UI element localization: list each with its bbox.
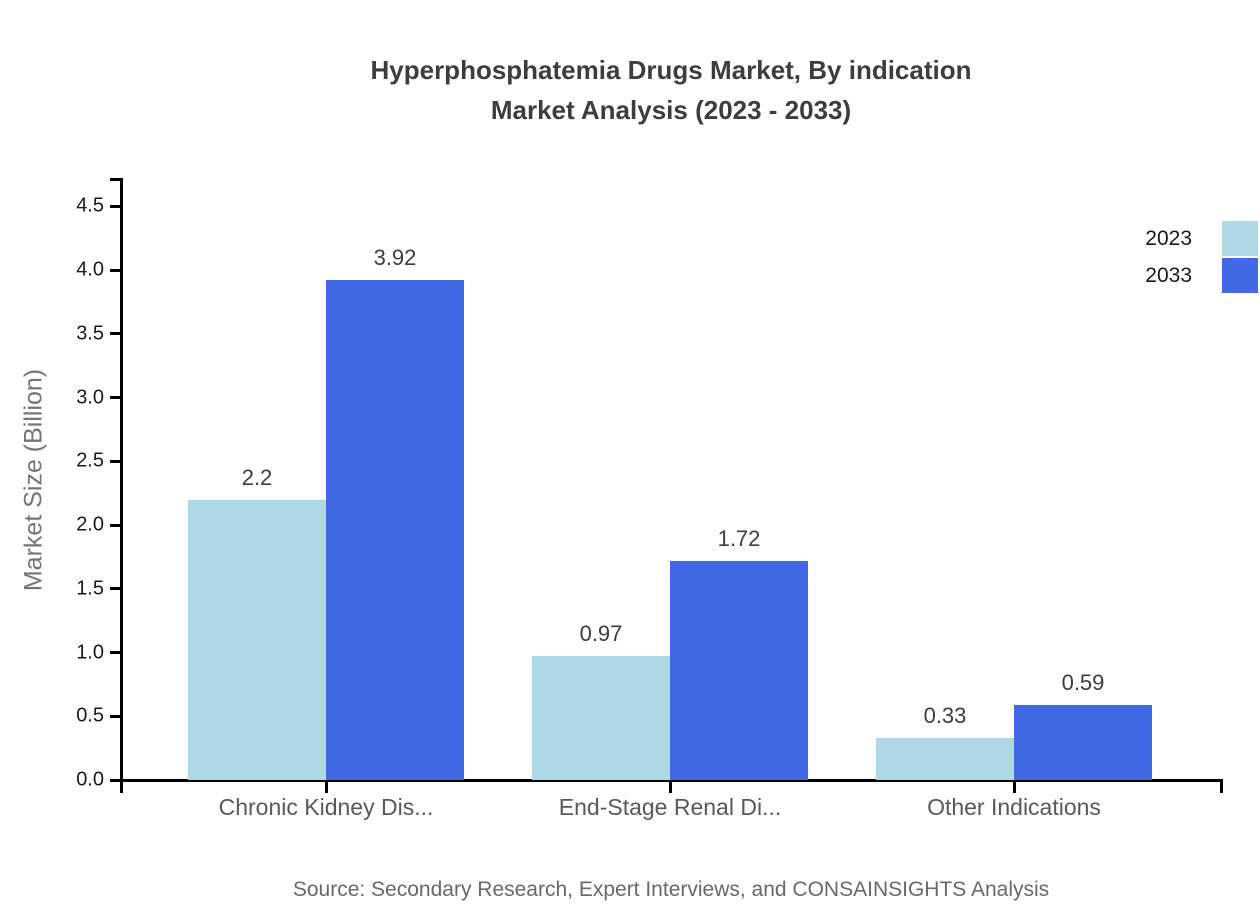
legend-item-2033[interactable]: 2033	[1145, 258, 1258, 293]
y-tick-label-0.5: 0.5	[76, 704, 104, 727]
y-axis-end-tick	[110, 178, 120, 181]
bar-2023-category-2[interactable]	[532, 656, 670, 780]
bar-2033-category-3[interactable]	[1014, 704, 1152, 780]
x-category-label-1: Chronic Kidney Dis...	[218, 794, 434, 820]
legend: 2023 2033	[1145, 221, 1258, 295]
y-tick-2.5	[110, 459, 120, 463]
x-axis-end-tick	[1220, 782, 1223, 793]
legend-label-2033: 2033	[1145, 263, 1192, 287]
y-tick-label-1.5: 1.5	[76, 577, 104, 600]
value-label-2033-category-3: 0.59	[1061, 669, 1105, 695]
value-label-2023-category-2: 0.97	[579, 621, 623, 647]
x-tick-category-2	[668, 782, 672, 793]
chart-title-line1: Hyperphosphatemia Drugs Market, By indic…	[370, 55, 972, 85]
y-tick-1.5	[110, 587, 120, 591]
y-tick-2.0	[110, 523, 120, 527]
x-axis-spine	[120, 779, 1223, 782]
y-axis-spine	[120, 178, 123, 782]
bar-2033-category-1[interactable]	[326, 280, 464, 780]
y-tick-4.5	[110, 204, 120, 208]
y-tick-label-4.0: 4.0	[76, 258, 104, 281]
y-tick-4.0	[110, 268, 120, 272]
x-tick-category-3	[1012, 782, 1016, 793]
bar-2033-category-2[interactable]	[670, 560, 808, 780]
legend-item-2023[interactable]: 2023	[1145, 221, 1258, 256]
value-label-2023-category-1: 2.2	[241, 464, 273, 490]
y-tick-label-3.0: 3.0	[76, 386, 104, 408]
value-label-2033-category-2: 1.72	[717, 525, 761, 551]
x-tick-category-1	[324, 782, 328, 793]
y-tick-0.0	[110, 778, 120, 782]
y-tick-0.5	[110, 714, 120, 718]
y-tick-label-1.0: 1.0	[76, 641, 104, 663]
x-category-label-3: Other Indications	[927, 794, 1101, 820]
value-label-2023-category-3: 0.33	[923, 702, 967, 728]
source-note: Source: Secondary Research, Expert Inter…	[292, 878, 1050, 901]
y-tick-label-2.5: 2.5	[76, 449, 104, 472]
legend-label-2023: 2023	[1145, 226, 1192, 250]
x-axis-origin-tick	[120, 782, 123, 793]
bar-2023-category-1[interactable]	[188, 499, 326, 780]
y-tick-1.0	[110, 651, 120, 654]
y-tick-label-4.5: 4.5	[76, 194, 104, 217]
y-tick-3.5	[110, 332, 120, 336]
x-category-label-2: End-Stage Renal Di...	[558, 794, 782, 820]
legend-swatch-2023-icon	[1222, 221, 1258, 256]
y-tick-label-2.0: 2.0	[76, 513, 104, 536]
chart-title: Hyperphosphatemia Drugs Market, By indic…	[120, 50, 1222, 130]
legend-swatch-2033-icon	[1222, 258, 1258, 293]
value-label-2033-category-1: 3.92	[373, 245, 417, 271]
y-tick-3.0	[110, 396, 120, 399]
y-tick-label-0.0: 0.0	[76, 768, 104, 791]
chart-title-line2: Market Analysis (2023 - 2033)	[490, 95, 852, 125]
bar-2023-category-3[interactable]	[876, 737, 1014, 780]
y-tick-label-3.5: 3.5	[76, 322, 104, 345]
